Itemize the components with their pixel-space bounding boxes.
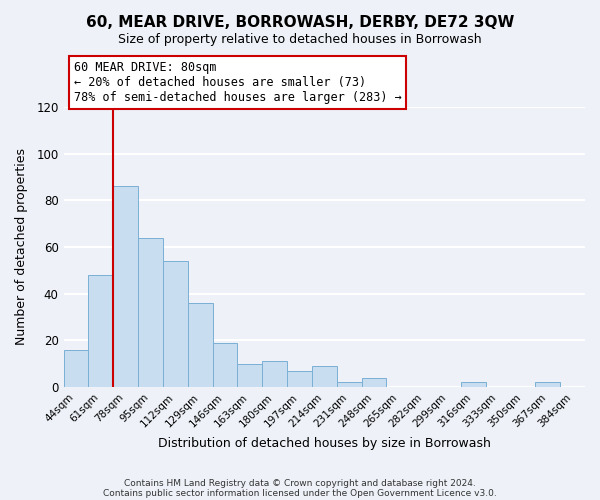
Bar bbox=[113, 186, 138, 387]
Text: Contains public sector information licensed under the Open Government Licence v3: Contains public sector information licen… bbox=[103, 488, 497, 498]
Bar bbox=[238, 364, 262, 387]
Bar bbox=[262, 362, 287, 387]
Text: 60, MEAR DRIVE, BORROWASH, DERBY, DE72 3QW: 60, MEAR DRIVE, BORROWASH, DERBY, DE72 3… bbox=[86, 15, 514, 30]
Bar bbox=[163, 261, 188, 387]
Bar bbox=[312, 366, 337, 387]
X-axis label: Distribution of detached houses by size in Borrowash: Distribution of detached houses by size … bbox=[158, 437, 491, 450]
Bar bbox=[337, 382, 362, 387]
Y-axis label: Number of detached properties: Number of detached properties bbox=[15, 148, 28, 346]
Text: Size of property relative to detached houses in Borrowash: Size of property relative to detached ho… bbox=[118, 32, 482, 46]
Bar bbox=[287, 370, 312, 387]
Text: 60 MEAR DRIVE: 80sqm
← 20% of detached houses are smaller (73)
78% of semi-detac: 60 MEAR DRIVE: 80sqm ← 20% of detached h… bbox=[74, 61, 402, 104]
Bar bbox=[188, 303, 212, 387]
Bar bbox=[461, 382, 485, 387]
Bar bbox=[64, 350, 88, 387]
Bar bbox=[362, 378, 386, 387]
Text: Contains HM Land Registry data © Crown copyright and database right 2024.: Contains HM Land Registry data © Crown c… bbox=[124, 478, 476, 488]
Bar bbox=[88, 275, 113, 387]
Bar bbox=[535, 382, 560, 387]
Bar bbox=[138, 238, 163, 387]
Bar bbox=[212, 342, 238, 387]
